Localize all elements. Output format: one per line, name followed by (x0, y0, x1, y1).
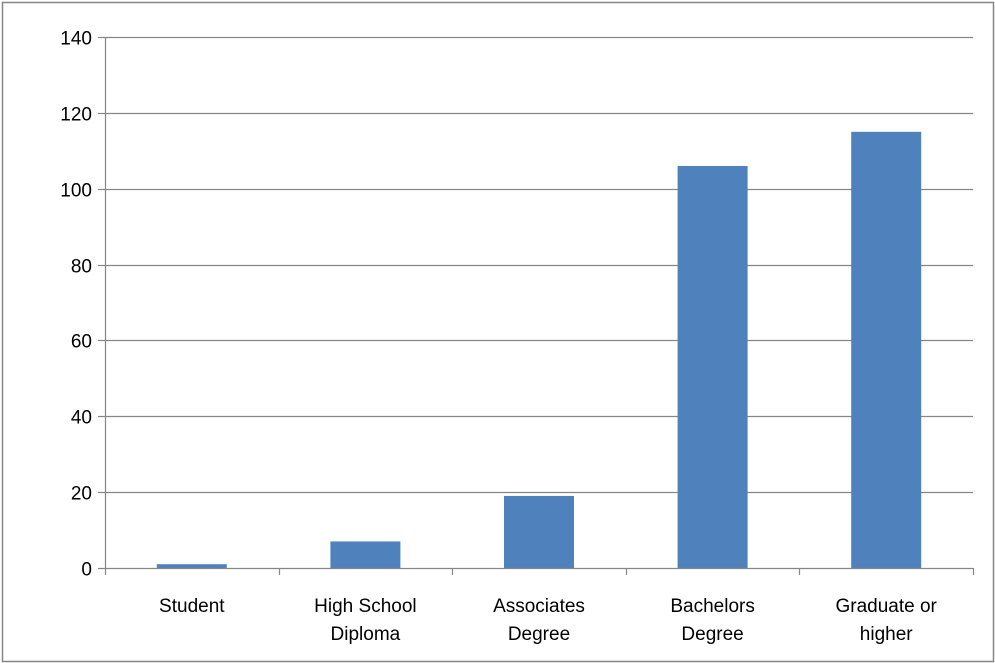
x-tick-label-line: High School (314, 596, 416, 617)
y-tick-label: 100 (60, 181, 92, 202)
x-tick-label-line: Associates (493, 596, 585, 617)
bar (330, 541, 401, 568)
bar (156, 564, 227, 568)
x-tick-label-line: Bachelors (670, 596, 755, 617)
y-tick-label: 40 (71, 408, 92, 429)
gridlines (105, 36, 973, 494)
x-tick-labels: Student High School Diploma Associates Degre… (159, 596, 938, 645)
y-tick-label: 60 (71, 332, 92, 353)
x-tick-label-line: Diploma (331, 624, 401, 645)
bars (156, 131, 922, 569)
y-tick-label: 80 (71, 257, 92, 278)
x-tick-label-line: Graduate or (835, 596, 937, 617)
x-tick-label: Graduate or higher (835, 596, 937, 645)
x-tick-label-line: Student (159, 596, 225, 617)
x-tick-label-line: Degree (508, 624, 570, 645)
y-tick-label: 20 (71, 484, 92, 505)
bar (504, 495, 574, 568)
x-tick-label: Associates Degree (493, 596, 585, 645)
x-tick-label: Bachelors Degree (670, 596, 755, 645)
bar (677, 165, 748, 568)
bar (851, 131, 922, 569)
y-tick-label: 140 (60, 29, 92, 50)
x-tick-label: Student (159, 596, 225, 617)
y-tick-labels: 0 20 40 60 80 100 120 140 (60, 29, 92, 581)
y-tick-label: 120 (60, 105, 92, 126)
y-tick-label: 0 (81, 560, 92, 581)
x-tick-label: High School Diploma (314, 596, 416, 645)
axes (98, 36, 975, 575)
x-tick-label-line: Degree (681, 624, 743, 645)
x-tick-label-line: higher (860, 624, 913, 645)
